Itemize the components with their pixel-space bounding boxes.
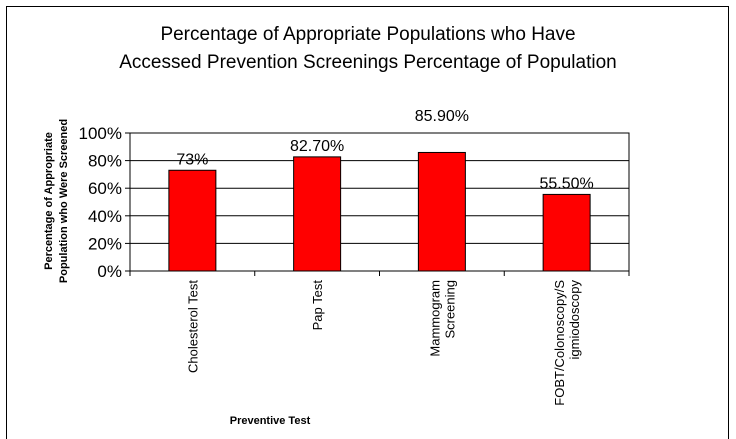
data-label: 82.70% <box>290 138 344 155</box>
y-axis-label-line-1: Percentage of Appropriate <box>43 132 55 270</box>
plot-area <box>129 132 630 272</box>
data-label: 55.50% <box>539 175 593 192</box>
category-label: Mammogram Screening <box>427 280 457 357</box>
chart-title-line-2: Accessed Prevention Screenings Percentag… <box>119 52 616 73</box>
category-label-line: Screening <box>442 280 457 339</box>
data-label: 85.90% <box>415 108 469 125</box>
category-label: Cholesterol Test <box>185 280 200 373</box>
category-label-line: igmiodoscopy <box>567 280 582 360</box>
bar <box>417 151 466 272</box>
category-label-line: FOBT/Colonoscopy/S <box>552 280 567 406</box>
category-label: Pap Test <box>310 280 325 331</box>
y-tick-label: 0% <box>97 262 122 281</box>
y-tick-label: 40% <box>88 207 122 226</box>
y-tick-label: 100% <box>79 124 122 143</box>
category-label-line: Cholesterol Test <box>185 280 200 373</box>
y-tick-label: 60% <box>88 179 122 198</box>
bar <box>293 156 342 272</box>
y-tick-label: 80% <box>88 152 122 171</box>
x-axis-label: Preventive Test <box>230 415 311 427</box>
bar <box>542 193 591 272</box>
y-tick-label: 20% <box>88 234 122 253</box>
category-label: FOBT/Colonoscopy/S igmiodoscopy <box>552 280 582 406</box>
chart-border <box>6 6 729 439</box>
bar <box>168 169 217 272</box>
chart-title-line-1: Percentage of Appropriate Populations wh… <box>160 24 575 45</box>
y-axis-label-line-2: Population who Were Screened <box>58 119 70 283</box>
category-label-line: Mammogram <box>427 280 442 357</box>
data-label: 73% <box>176 151 208 168</box>
category-label-line: Pap Test <box>310 280 325 331</box>
